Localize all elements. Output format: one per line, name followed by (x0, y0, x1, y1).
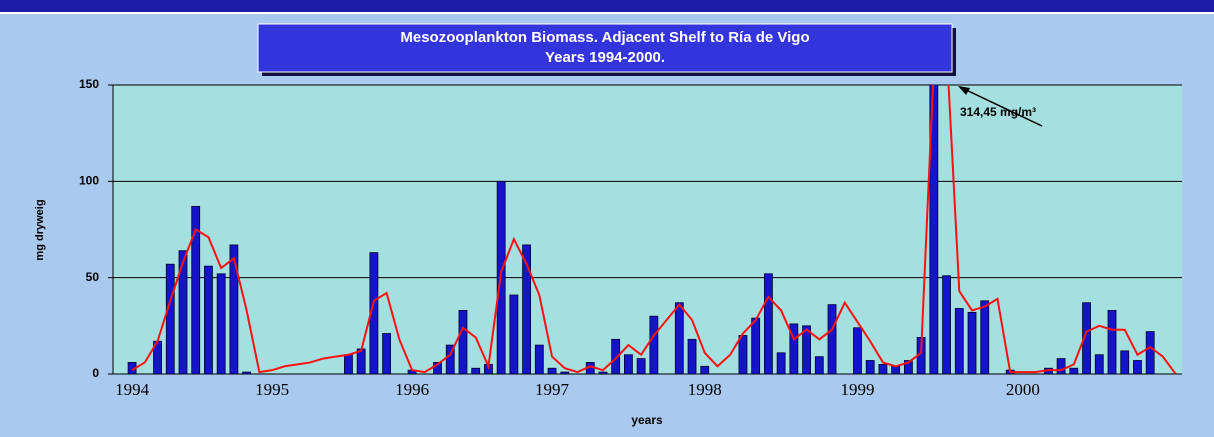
bar (636, 358, 646, 374)
bar (509, 294, 519, 374)
bar (891, 365, 901, 374)
bar (560, 371, 570, 374)
bar (598, 371, 608, 374)
bar (967, 311, 977, 374)
x-tick-label: 1997 (535, 380, 570, 399)
bar (204, 265, 213, 374)
bar (229, 244, 239, 374)
bar (1082, 302, 1091, 374)
bar (191, 205, 201, 374)
x-tick-label: 1999 (840, 380, 874, 399)
x-tick-label: 1998 (688, 380, 722, 399)
grid (108, 84, 1182, 375)
bar (700, 365, 710, 374)
bar (1120, 350, 1130, 374)
bar (865, 360, 875, 374)
bar (853, 327, 862, 374)
y-tick-label: 0 (92, 366, 99, 380)
bar (649, 315, 659, 374)
x-axis-label: years (631, 413, 663, 427)
bar (611, 338, 621, 374)
bar (216, 273, 226, 374)
bar (165, 263, 175, 374)
chart-subtitle: Years 1994-2000. (545, 49, 665, 66)
bar (687, 338, 697, 374)
bar (1133, 360, 1142, 374)
bar (878, 363, 888, 374)
bar (242, 371, 252, 374)
bar (763, 273, 773, 374)
bar (1069, 367, 1079, 374)
bar (942, 275, 951, 374)
bar (433, 362, 442, 374)
chart-title: Mesozooplankton Biomass. Adjacent Shelf … (400, 29, 809, 46)
bar (674, 302, 684, 374)
annotation: 314,45 mg/m³ (960, 105, 1036, 119)
y-axis-label: mg dryweig (34, 199, 46, 260)
bar (1107, 310, 1117, 374)
plot-area (113, 85, 1182, 374)
bar (471, 367, 481, 374)
arrow-head (958, 86, 970, 95)
bar (980, 300, 990, 374)
x-tick-label: 1995 (255, 380, 289, 399)
annotation-arrow (961, 87, 1043, 127)
y-tick-label: 100 (79, 174, 99, 188)
bar (624, 354, 633, 374)
bar (814, 356, 824, 374)
bar (344, 354, 353, 374)
bar (178, 250, 188, 374)
bar (547, 367, 557, 374)
bar (1145, 331, 1155, 374)
bar (738, 335, 748, 374)
bar (903, 360, 913, 374)
marks (127, 85, 1177, 374)
x-tick-label: 1994 (115, 380, 150, 399)
bar (458, 310, 468, 374)
bar (445, 344, 455, 374)
bar (929, 85, 939, 374)
x-tick-label: 1996 (395, 380, 429, 399)
title-box (257, 23, 953, 73)
bar (1094, 354, 1104, 374)
bar (954, 308, 964, 374)
bar (802, 325, 811, 374)
bar (1056, 358, 1066, 374)
y-tick-label: 150 (79, 77, 99, 91)
y-tick-label: 50 (86, 270, 100, 284)
bar (522, 244, 532, 374)
line (131, 85, 1177, 374)
banner (0, 0, 1214, 13)
bar (534, 344, 544, 374)
bar (789, 323, 799, 374)
bar (382, 333, 392, 374)
x-tick-label: 2000 (1006, 380, 1040, 399)
bar (751, 317, 761, 374)
bar (776, 352, 786, 374)
bar (827, 304, 837, 374)
